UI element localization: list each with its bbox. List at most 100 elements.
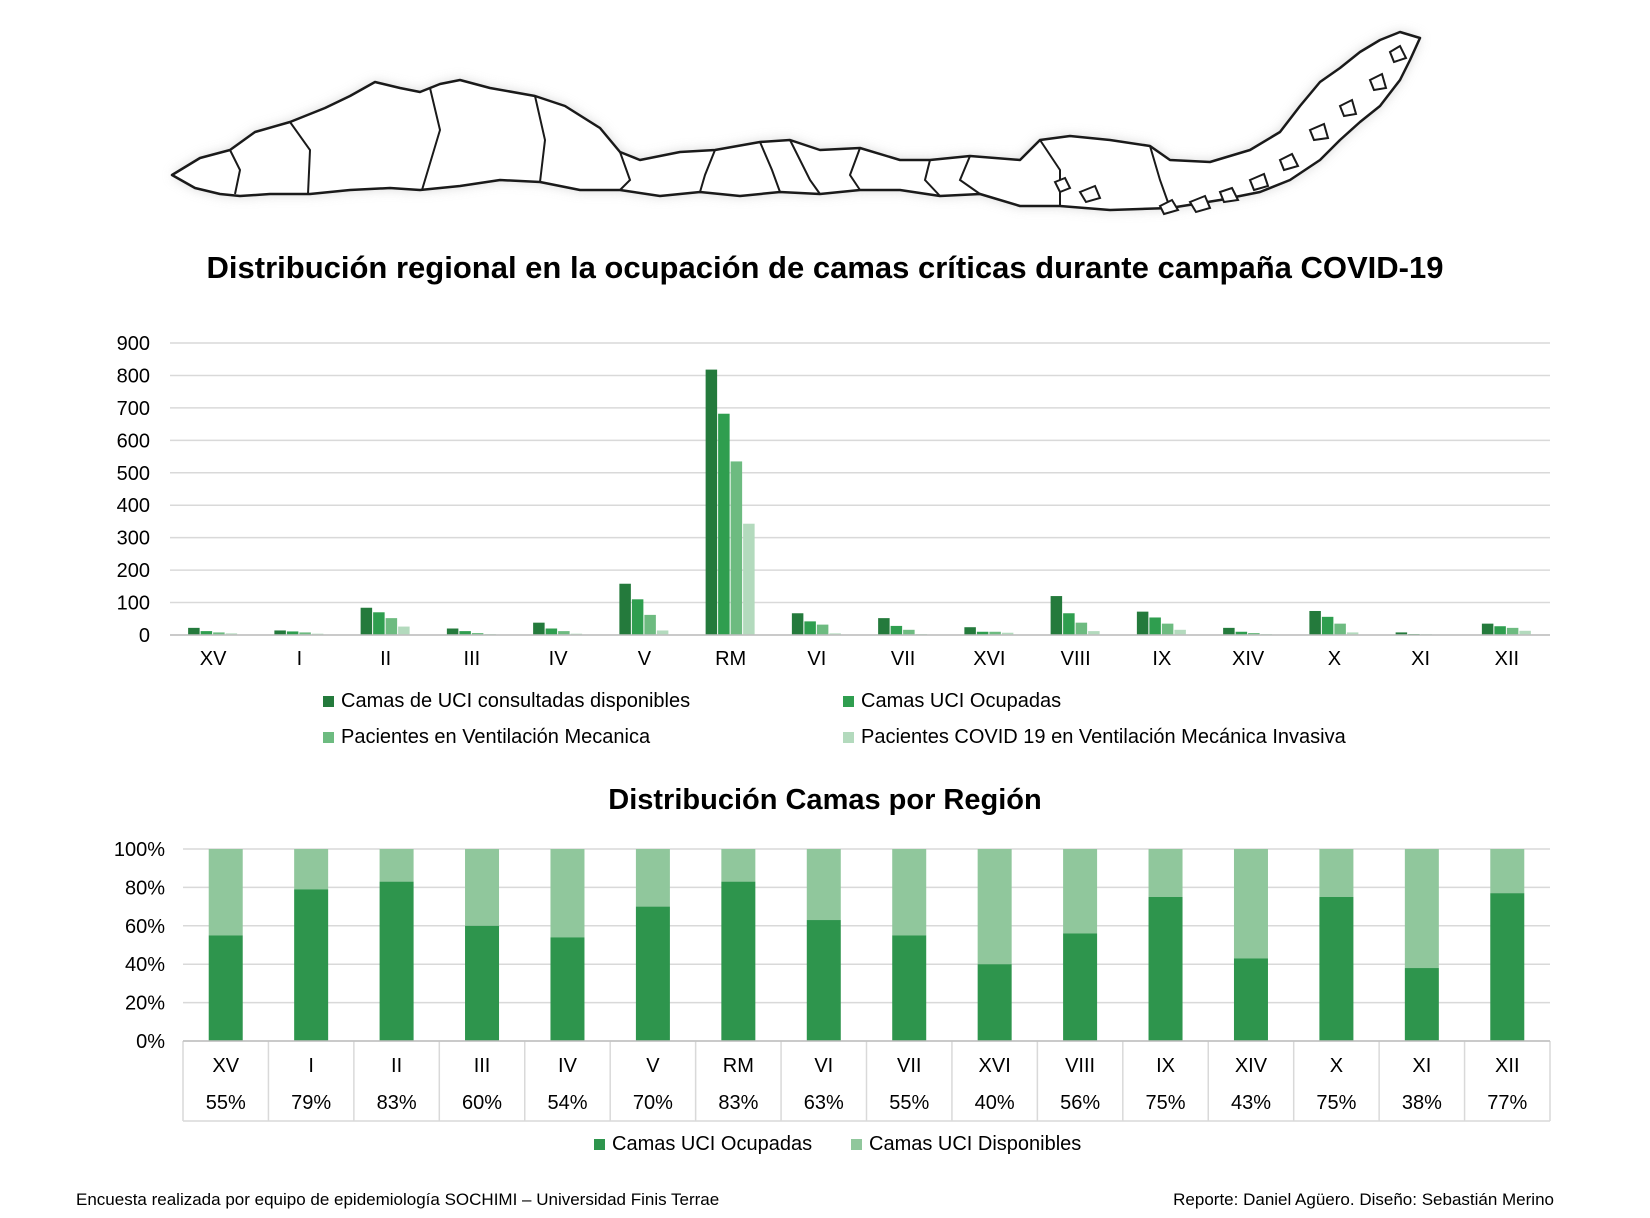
legend-swatch — [594, 1139, 605, 1150]
bar-segment-disponibles — [1148, 849, 1183, 897]
bar — [1063, 613, 1075, 635]
bar — [533, 622, 545, 635]
bar-segment-disponibles — [635, 849, 670, 907]
footer-credits: Reporte: Daniel Agüero. Diseño: Sebastiá… — [1173, 1190, 1554, 1209]
bar-segment-ocupadas — [892, 935, 927, 1041]
bar — [188, 627, 200, 635]
x-tick-label: XI — [1412, 1055, 1431, 1077]
bar — [903, 629, 915, 635]
legend-swatch — [843, 732, 854, 743]
bar-segment-disponibles — [1404, 849, 1439, 969]
legend-label: Pacientes COVID 19 en Ventilación Mecáni… — [861, 726, 1346, 748]
bar — [1136, 611, 1149, 635]
y-tick-label: 100 — [117, 593, 150, 615]
table-cell-percent: 55% — [889, 1092, 929, 1114]
bar — [743, 523, 755, 635]
legend-item-ocupadas: Camas UCI Ocupadas — [594, 1133, 812, 1156]
bar — [1001, 632, 1014, 635]
bar-segment-ocupadas — [635, 906, 670, 1041]
bar-segment-ocupadas — [379, 881, 414, 1041]
bar — [1334, 623, 1346, 635]
bar — [286, 631, 299, 635]
legend-item-series-3: Pacientes en Ventilación Mecanica — [323, 726, 650, 749]
bar — [964, 627, 976, 635]
bar — [299, 632, 311, 635]
bar — [1321, 616, 1334, 635]
bar-segment-disponibles — [721, 849, 756, 882]
bar-segment-disponibles — [977, 849, 1012, 965]
x-tick-label: X — [1328, 648, 1341, 670]
bar-segment-ocupadas — [1063, 933, 1098, 1041]
bar — [1174, 629, 1186, 635]
x-tick-label: XII — [1495, 648, 1519, 670]
x-tick-label: XVI — [979, 1055, 1011, 1077]
bar-segment-ocupadas — [977, 964, 1012, 1041]
legend-swatch — [323, 696, 334, 707]
bar — [829, 633, 841, 635]
table-cell-percent: 83% — [377, 1092, 417, 1114]
bar — [631, 599, 644, 635]
chart-title: Distribución regional en la ocupación de… — [206, 250, 1444, 285]
bar — [619, 583, 631, 635]
x-tick-label: VII — [891, 648, 915, 670]
bar — [385, 618, 398, 635]
table-cell-percent: 60% — [462, 1092, 502, 1114]
bar-segment-ocupadas — [721, 881, 756, 1041]
bar — [890, 625, 903, 635]
x-tick-label: VII — [897, 1055, 921, 1077]
x-tick-label: VIII — [1061, 648, 1091, 670]
x-tick-label: XVI — [973, 648, 1005, 670]
bar-segment-disponibles — [1063, 849, 1098, 934]
bar — [471, 633, 484, 635]
bar — [644, 614, 656, 635]
bar — [225, 633, 238, 635]
x-tick-label: XV — [212, 1055, 239, 1077]
bar — [1050, 596, 1063, 635]
y-tick-label: 500 — [117, 463, 150, 485]
bar-segment-disponibles — [1233, 849, 1268, 959]
bar — [446, 628, 459, 635]
x-tick-label: IX — [1156, 1055, 1175, 1077]
y-tick-label: 800 — [117, 365, 150, 387]
legend-swatch — [323, 732, 334, 743]
bar-segment-disponibles — [379, 849, 414, 882]
bar — [656, 630, 669, 635]
y-tick-label: 600 — [117, 430, 150, 452]
bar — [1223, 627, 1235, 635]
bar — [804, 621, 816, 635]
bar — [1506, 627, 1519, 635]
bar-segment-ocupadas — [1490, 893, 1525, 1041]
y-tick-label: 80% — [125, 877, 165, 899]
bar-segment-disponibles — [1490, 849, 1525, 894]
bar — [1235, 631, 1248, 635]
bar-segment-ocupadas — [1319, 897, 1354, 1041]
bar — [459, 631, 471, 635]
y-tick-label: 200 — [117, 560, 150, 582]
bar-segment-disponibles — [208, 849, 243, 936]
x-tick-label: V — [646, 1055, 660, 1077]
chile-regions-map-icon — [170, 30, 1422, 216]
x-tick-label: XV — [200, 648, 227, 670]
bar — [1481, 623, 1494, 635]
bar — [1346, 632, 1359, 635]
bar — [558, 631, 570, 635]
x-tick-label: XI — [1411, 648, 1430, 670]
bar-segment-ocupadas — [294, 889, 329, 1041]
bar-segment-ocupadas — [465, 925, 500, 1041]
y-tick-label: 40% — [125, 954, 165, 976]
y-tick-label: 100% — [114, 839, 165, 861]
bar-segment-disponibles — [550, 849, 585, 938]
bar — [730, 461, 743, 635]
y-tick-label: 0 — [139, 625, 150, 647]
table-cell-percent: 75% — [1146, 1092, 1186, 1114]
x-tick-label: II — [380, 648, 391, 670]
legend-item-series-4: Pacientes COVID 19 en Ventilación Mecáni… — [843, 726, 1346, 749]
legend-label: Pacientes en Ventilación Mecanica — [341, 726, 651, 748]
bar-segment-disponibles — [1319, 849, 1354, 897]
legend-swatch — [851, 1139, 862, 1150]
bar — [360, 607, 373, 635]
legend-label: Camas de UCI consultadas disponibles — [341, 690, 691, 712]
x-tick-label: VIII — [1065, 1055, 1095, 1077]
table-cell-percent: 43% — [1231, 1092, 1271, 1114]
bar — [878, 618, 890, 635]
